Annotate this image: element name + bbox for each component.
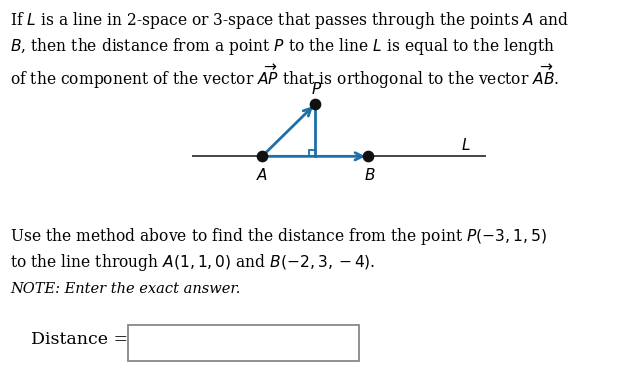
Text: If $L$ is a line in 2-space or 3-space that passes through the points $A$ and: If $L$ is a line in 2-space or 3-space t… <box>10 10 569 30</box>
Text: of the component of the vector $\overrightarrow{AP}$ that is orthogonal to the v: of the component of the vector $\overrig… <box>10 62 559 91</box>
Text: $B$: $B$ <box>364 167 376 183</box>
Point <box>310 101 320 107</box>
Text: $B$, then the distance from a point $P$ to the line $L$ is equal to the length: $B$, then the distance from a point $P$ … <box>10 36 555 57</box>
Text: $A$: $A$ <box>256 167 268 183</box>
Text: to the line through $A(1, 1, 0)$ and $B(-2, 3, -4)$.: to the line through $A(1, 1, 0)$ and $B(… <box>10 252 376 273</box>
Text: $P$: $P$ <box>311 81 323 97</box>
Text: Distance =: Distance = <box>31 331 129 348</box>
Text: Use the method above to find the distance from the point $P(-3, 1, 5)$: Use the method above to find the distanc… <box>10 226 547 247</box>
FancyBboxPatch shape <box>128 325 359 361</box>
Text: NOTE: Enter the exact answer.: NOTE: Enter the exact answer. <box>10 282 240 296</box>
Text: $L$: $L$ <box>462 137 471 153</box>
Point <box>363 153 373 159</box>
Point <box>257 153 267 159</box>
